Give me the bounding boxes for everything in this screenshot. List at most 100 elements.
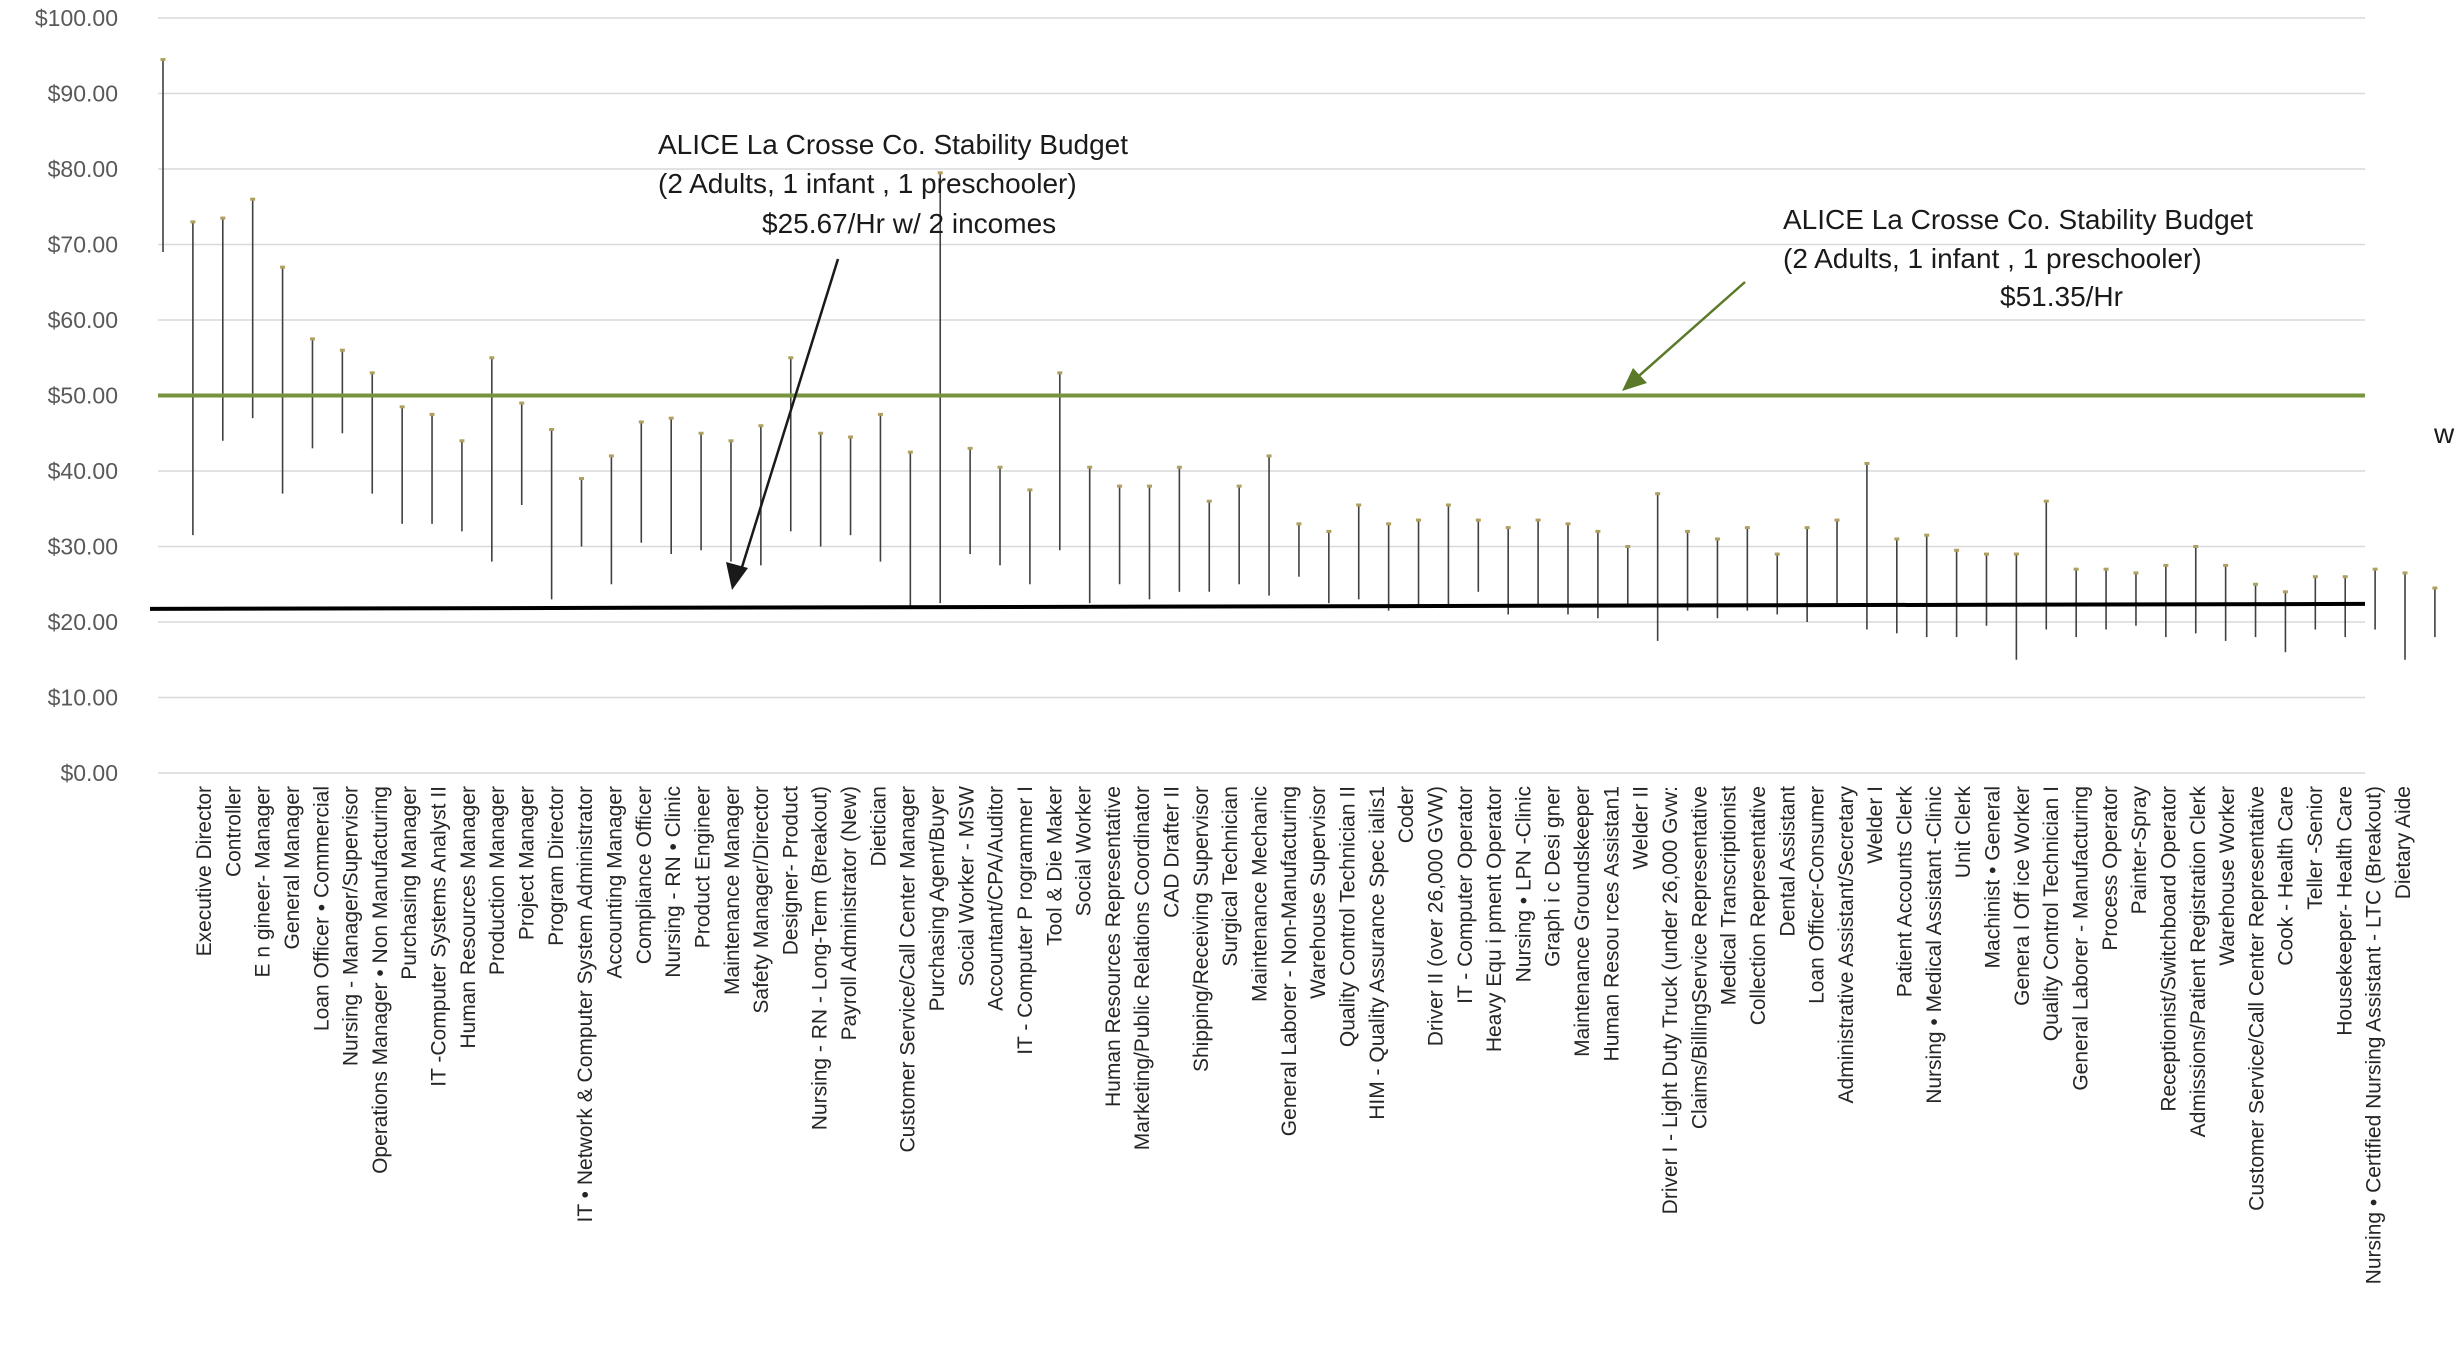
x-tick-label: Process Operator xyxy=(2099,786,2122,951)
x-tick-label: Controller xyxy=(222,786,245,877)
x-tick-label: Heavy Equ i pment Operator xyxy=(1483,786,1506,1052)
x-tick-label: Administrative Assistant/Secretary xyxy=(1835,786,1858,1104)
y-tick-label: $70.00 xyxy=(48,232,118,258)
wage-ranges xyxy=(160,58,2438,660)
y-tick-label: $40.00 xyxy=(48,458,118,484)
x-tick-label: Program Director xyxy=(545,786,568,946)
reference-lines xyxy=(149,393,2366,611)
annotation-2-incomes-line-1: ALICE La Crosse Co. Stability Budget xyxy=(658,129,1128,160)
x-tick-label: Nursing • LPN -Clinic xyxy=(1512,786,1535,982)
annotation-1-income-line-1: ALICE La Crosse Co. Stability Budget xyxy=(1783,204,2253,235)
black-budget-line xyxy=(149,601,2366,611)
annotation-arrow-1-income xyxy=(1631,281,1746,383)
x-tick-label: Executive Director xyxy=(193,786,216,956)
y-tick-label: $60.00 xyxy=(48,307,118,333)
x-tick-label: Nursing • Certified Nursing Assistant - … xyxy=(2363,786,2386,1284)
y-tick-label: $10.00 xyxy=(48,685,118,711)
annotation-arrow-2-incomes xyxy=(736,258,840,581)
x-tick-label: Maintenance Groundskeeper xyxy=(1571,786,1594,1057)
x-tick-label: Warehouse Supervisor xyxy=(1307,786,1330,999)
x-tick-label: IT -Computer Systems Analyst II xyxy=(428,786,451,1087)
x-tick-label: Cook - Health Care xyxy=(2275,786,2298,966)
x-tick-label: Purchasing Agent/Buyer xyxy=(926,786,949,1011)
x-tick-label: Human Resources Representative xyxy=(1102,786,1125,1107)
x-tick-label: Operations Manager • Non Manufacturing xyxy=(369,786,392,1174)
x-tick-label: Nursing • Medical Assistant -Clinic xyxy=(1923,786,1946,1104)
x-tick-label: IT - Computer P rogrammer I xyxy=(1014,786,1037,1055)
x-tick-label: Accounting Manager xyxy=(603,786,626,979)
y-tick-label: $50.00 xyxy=(48,383,118,409)
annotation-1-income-line-3: $51.35/Hr xyxy=(2000,281,2123,312)
x-tick-label: Claims/BillingService Representative xyxy=(1688,786,1711,1129)
x-tick-label: CAD Drafter II xyxy=(1161,786,1184,918)
annotation-1-income-line-2: (2 Adults, 1 infant , 1 preschooler) xyxy=(1783,243,2202,274)
x-tick-label: Production Manager xyxy=(486,786,509,975)
x-tick-label: Nursing - Manager/Supervisor xyxy=(340,786,363,1066)
arrow-head-2-incomes xyxy=(726,562,748,590)
x-tick-label: Nursing - RN • Clinic xyxy=(662,786,685,978)
y-tick-label: $0.00 xyxy=(60,760,118,786)
x-tick-label: Housekeeper- Health Care xyxy=(2333,786,2356,1036)
x-tick-label: Unit Clerk xyxy=(1952,786,1975,879)
x-tick-label: Graph i c Desi gner xyxy=(1542,786,1565,967)
x-tick-label: Quality Control Technician I xyxy=(2040,786,2063,1041)
x-tick-label: Safety Manager/Director xyxy=(750,786,773,1014)
x-tick-label: Designer- Product xyxy=(779,786,802,955)
x-tick-label: Collection Representative xyxy=(1747,786,1770,1025)
x-tick-label: Machinist • General xyxy=(1982,786,2005,968)
annotation-2-incomes-line-3: $25.67/Hr w/ 2 incomes xyxy=(762,208,1056,239)
arrow-head-1-income xyxy=(1622,368,1647,391)
x-tick-label: Accountant/CPA/Auditor xyxy=(985,786,1008,1011)
x-axis-labels: Executive Director Controller E n gineer- … xyxy=(193,786,2415,1285)
y-tick-label: $80.00 xyxy=(48,156,118,182)
x-tick-label: Warehouse Worker xyxy=(2216,786,2239,966)
x-tick-label: IT • Network & Computer System Administr… xyxy=(574,786,597,1222)
stray-text-w: w xyxy=(2433,418,2455,449)
x-tick-label: HIM - Quality Assurance Spec ialis1 xyxy=(1366,786,1389,1120)
x-tick-label: Purchasing Manager xyxy=(398,786,421,980)
x-tick-label: Receptionist/Switchboard Operator xyxy=(2157,786,2180,1112)
x-tick-label: Customer Service/Call Center Representat… xyxy=(2245,786,2268,1211)
x-tick-label: Marketing/Public Relations Coordinator xyxy=(1131,786,1154,1150)
x-tick-label: Nursing - RN - Long-Term (Breakout) xyxy=(809,786,832,1130)
x-tick-label: Dietician xyxy=(867,786,890,867)
x-tick-label: Surgical Technician xyxy=(1219,786,1242,967)
x-tick-label: IT - Computer Operator xyxy=(1454,786,1477,1004)
x-tick-label: Medical Transcriptionist xyxy=(1718,786,1741,1006)
x-tick-label: Product Engineer xyxy=(691,786,714,948)
y-tick-label: $20.00 xyxy=(48,609,118,635)
x-tick-label: Admissions/Patient Registration Clerk xyxy=(2187,786,2210,1138)
x-tick-label: Driver II (over 26,000 GVW) xyxy=(1424,786,1447,1046)
x-tick-label: Compliance Officer xyxy=(633,786,656,964)
x-tick-label: General Laborer - Non-Manufacturing xyxy=(1278,786,1301,1136)
annotation-2-incomes-line-2: (2 Adults, 1 infant , 1 preschooler) xyxy=(658,168,1077,199)
x-tick-label: General Laborer - Manufacturing xyxy=(2069,786,2092,1091)
x-tick-label: Social Worker xyxy=(1073,786,1096,916)
x-tick-label: Payroll Administrator (New) xyxy=(838,786,861,1040)
x-tick-label: Genera l Off ice Worker xyxy=(2011,786,2034,1006)
x-tick-label: Human Resources Manager xyxy=(457,786,480,1049)
x-tick-label: Patient Accounts Clerk xyxy=(1894,786,1917,998)
x-tick-label: Shipping/Receiving Supervisor xyxy=(1190,786,1213,1072)
x-tick-label: Dental Assistant xyxy=(1776,786,1799,937)
x-tick-label: Maintenance Manager xyxy=(721,786,744,995)
x-tick-label: Welder I xyxy=(1864,786,1887,864)
x-tick-label: Loan Officer-Consumer xyxy=(1806,786,1829,1004)
x-tick-label: General Manager xyxy=(281,786,304,949)
y-tick-label: $90.00 xyxy=(48,81,118,107)
annotations: ALICE La Crosse Co. Stability Budget (2 … xyxy=(658,129,2455,590)
x-tick-label: Project Manager xyxy=(516,786,539,940)
x-tick-label: Painter-Spray xyxy=(2128,786,2151,915)
y-tick-label: $30.00 xyxy=(48,534,118,560)
y-tick-label: $100.00 xyxy=(35,5,118,31)
x-tick-label: Welder II xyxy=(1630,786,1653,870)
y-axis-ticks: $0.00 $10.00 $20.00 $30.00 $40.00 $50.00 $60.0… xyxy=(35,5,118,786)
x-tick-label: Tool & Die Maker xyxy=(1043,786,1066,946)
x-tick-label: Dietary Aide xyxy=(2392,786,2415,899)
x-tick-label: Driver I - Light Duty Truck (under 26,00… xyxy=(1659,786,1682,1214)
x-tick-label: E n gineer- Manager xyxy=(252,786,275,977)
x-tick-label: Loan Officer • Commercial xyxy=(310,786,333,1031)
x-tick-label: Coder xyxy=(1395,786,1418,843)
x-tick-label: Social Worker - MSW xyxy=(955,786,978,986)
